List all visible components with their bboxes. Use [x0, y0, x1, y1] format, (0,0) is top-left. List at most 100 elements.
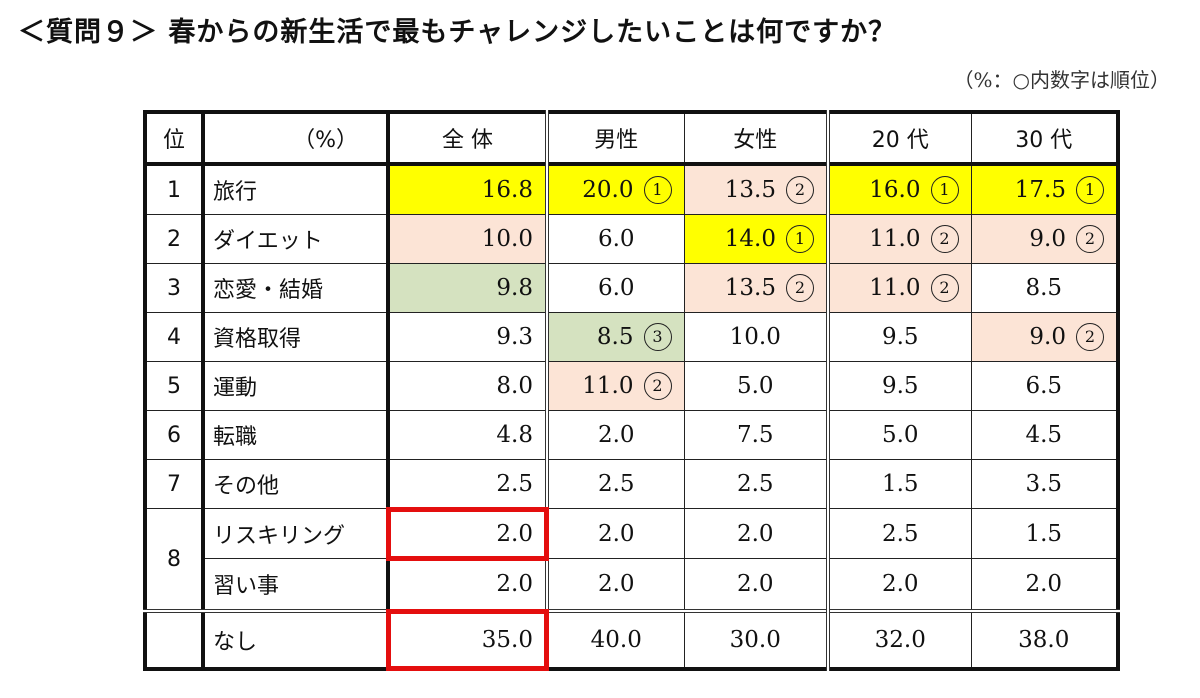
value: 2.0 [881, 571, 919, 598]
value-cell-total: 2.0 [387, 558, 548, 612]
value: 38.0 [1018, 627, 1070, 653]
value: 8.5 [1025, 275, 1063, 301]
value-cell-male: 2.5 [545, 459, 685, 509]
item-label: 資格取得 [202, 312, 390, 362]
value: 9.0 [1029, 324, 1066, 350]
value-cell-total: 35.0 [386, 609, 549, 671]
value-cell-female: 7.5 [683, 410, 829, 460]
table-row: 7 その他 2.5 2.5 2.5 1.5 3.5 [144, 459, 1119, 509]
rank-badge: 1 [1076, 176, 1104, 204]
value: 10.0 [481, 226, 533, 252]
value: 16.8 [481, 177, 533, 203]
value-cell-female: 2.0 [683, 558, 829, 612]
header-30s: 30 代 [970, 111, 1119, 166]
value-cell-female: 2.0 [683, 507, 829, 560]
rank-cell [144, 609, 205, 670]
value-cell-female: 5.0 [683, 361, 829, 411]
value-cell-30s: 9.0 2 [970, 214, 1119, 264]
value: 2.0 [597, 571, 635, 598]
table-row: 5 運動 8.0 11.0 2 5.0 9.5 6.5 [144, 361, 1119, 411]
rank-badge: 2 [643, 372, 672, 400]
value-cell-20s: 2.5 [826, 507, 972, 560]
value: 2.0 [496, 520, 533, 547]
value: 35.0 [481, 627, 533, 653]
value-cell-30s: 3.5 [970, 459, 1119, 509]
value-cell-female: 2.5 [683, 459, 829, 509]
page-title: ＜質問９＞ 春からの新生活で最もチャレンジしたいことは何ですか？ [18, 17, 897, 48]
value: 3.5 [1025, 471, 1063, 497]
table-row: 2 ダイエット 10.0 6.0 14.0 1 11.0 2 9.0 2 [144, 214, 1119, 264]
value: 2.0 [597, 422, 635, 448]
value: 32.0 [874, 627, 926, 653]
rank-badge: 1 [643, 176, 672, 204]
value: 8.0 [496, 373, 533, 399]
value: 2.5 [597, 471, 635, 497]
value-cell-20s: 32.0 [826, 609, 972, 670]
value: 1.5 [881, 471, 919, 497]
value-cell-20s: 9.5 [826, 361, 972, 411]
value-cell-male: 2.0 [545, 558, 685, 612]
value: 30.0 [729, 627, 781, 653]
value-cell-male: 2.0 [545, 507, 685, 560]
rank-badge: 2 [930, 274, 959, 302]
rank-cell: 1 [144, 163, 205, 215]
value-cell-total: 4.8 [387, 410, 548, 460]
value: 11.0 [582, 373, 634, 399]
rank-cell: 3 [144, 263, 205, 313]
value: 2.5 [496, 471, 533, 497]
value: 7.5 [736, 422, 774, 448]
value-cell-20s: 2.0 [826, 558, 972, 612]
value-cell-female: 13.5 2 [683, 163, 829, 215]
value-cell-30s: 2.0 [970, 558, 1119, 612]
table-row: 4 資格取得 9.3 8.5 3 10.0 9.5 9.0 2 [144, 312, 1119, 362]
item-label: 転職 [202, 410, 390, 460]
value: 14.0 [724, 226, 776, 252]
value: 2.0 [496, 571, 533, 598]
value-cell-male: 6.0 [545, 263, 685, 313]
item-label: なし [202, 609, 390, 670]
value: 13.5 [724, 275, 776, 301]
rank-cell: 8 [144, 508, 205, 612]
value-cell-male: 6.0 [545, 214, 685, 264]
value: 11.0 [869, 226, 921, 252]
value-cell-male: 11.0 2 [545, 361, 685, 411]
rank-cell: 2 [144, 214, 205, 264]
value: 5.0 [881, 422, 919, 448]
value: 20.0 [582, 177, 634, 203]
value: 17.5 [1014, 177, 1066, 203]
value: 2.5 [736, 471, 774, 497]
value-cell-total: 9.8 [387, 263, 548, 313]
value: 9.5 [881, 373, 919, 399]
value: 16.0 [869, 177, 921, 203]
value: 2.0 [736, 571, 774, 598]
table-row: 1 旅行 16.8 20.0 1 13.5 2 16.0 1 17.5 1 [144, 163, 1119, 215]
value: 9.0 [1029, 226, 1066, 252]
value-cell-20s: 11.0 2 [826, 263, 972, 313]
value-cell-male: 2.0 [545, 410, 685, 460]
table-row: 習い事 2.0 2.0 2.0 2.0 2.0 [145, 558, 1119, 612]
rank-badge: 3 [643, 323, 672, 351]
rank-badge: 2 [1076, 323, 1104, 351]
value: 5.0 [736, 373, 774, 399]
header-total: 全 体 [387, 111, 548, 166]
item-label: 恋愛・結婚 [202, 263, 390, 313]
rank-badge: 2 [930, 225, 959, 253]
value: 40.0 [590, 627, 642, 653]
value-cell-20s: 9.5 [826, 312, 972, 362]
header-20s: 20 代 [826, 111, 972, 166]
value-cell-male: 20.0 1 [545, 163, 685, 215]
value: 2.0 [1025, 571, 1063, 598]
rank-cell: 7 [144, 459, 205, 509]
header-rank: 位 [144, 111, 205, 166]
value-cell-total: 2.0 [386, 506, 549, 561]
rank-badge: 2 [786, 176, 814, 204]
value-cell-female: 13.5 2 [683, 263, 829, 313]
value: 10.0 [729, 324, 781, 350]
value: 6.0 [597, 226, 635, 252]
value: 8.5 [596, 324, 634, 350]
item-label: リスキリング [202, 507, 390, 560]
rank-cell: 4 [144, 312, 205, 362]
item-label: 運動 [202, 361, 390, 411]
table-row: なし 35.0 40.0 30.0 32.0 38.0 [144, 609, 1119, 671]
header-unit: （%） [202, 111, 390, 166]
